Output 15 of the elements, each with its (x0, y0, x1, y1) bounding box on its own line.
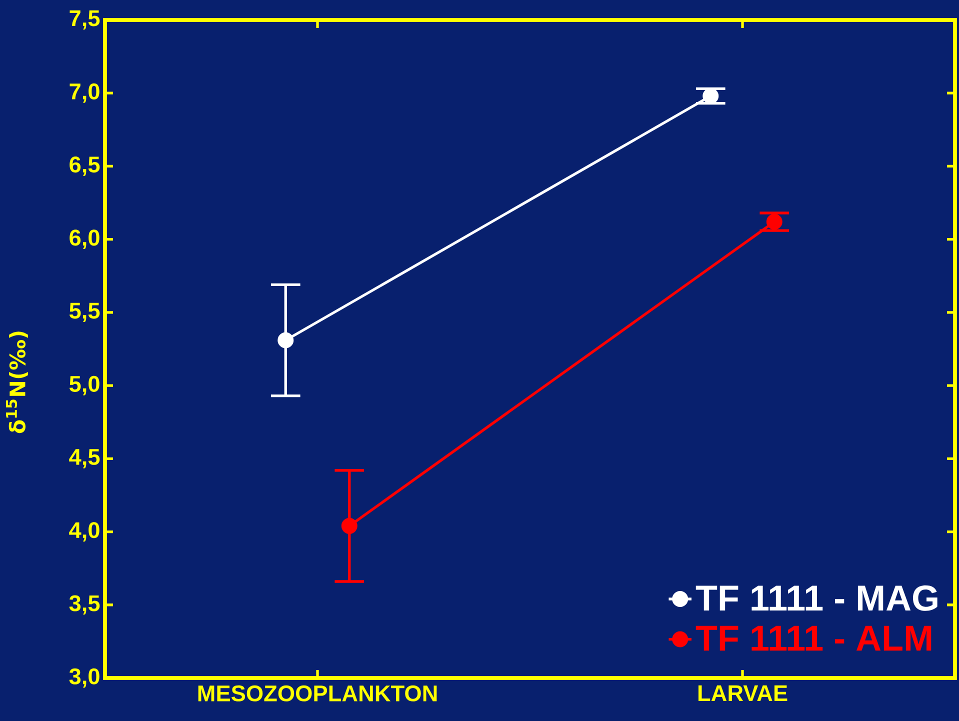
x-tick-label: MESOZOOPLANKTON (198, 685, 437, 702)
y-tick-label: 7,5 (70, 10, 100, 30)
y-tick-label: 6,5 (70, 156, 100, 176)
y-axis-title: δ$^{15}$N(‰) (6, 332, 28, 434)
y-tick-label: 4,0 (69, 522, 100, 542)
x-tick-label: LARVAE (698, 685, 788, 701)
y-tick-label: 4,5 (69, 449, 100, 468)
y-tick-label: 5,0 (69, 376, 100, 396)
y-tick-label: 7,0 (70, 83, 100, 103)
y-tick-label: 5,5 (69, 302, 100, 322)
legend-label: TF 1111 - ALM (696, 626, 932, 651)
y-tick-label: 3,5 (69, 595, 100, 615)
y-tick-label: 6,0 (70, 230, 100, 249)
legend-label: TF 1111 - MAG (696, 585, 938, 611)
y-tick-label: 3,0 (69, 668, 100, 688)
